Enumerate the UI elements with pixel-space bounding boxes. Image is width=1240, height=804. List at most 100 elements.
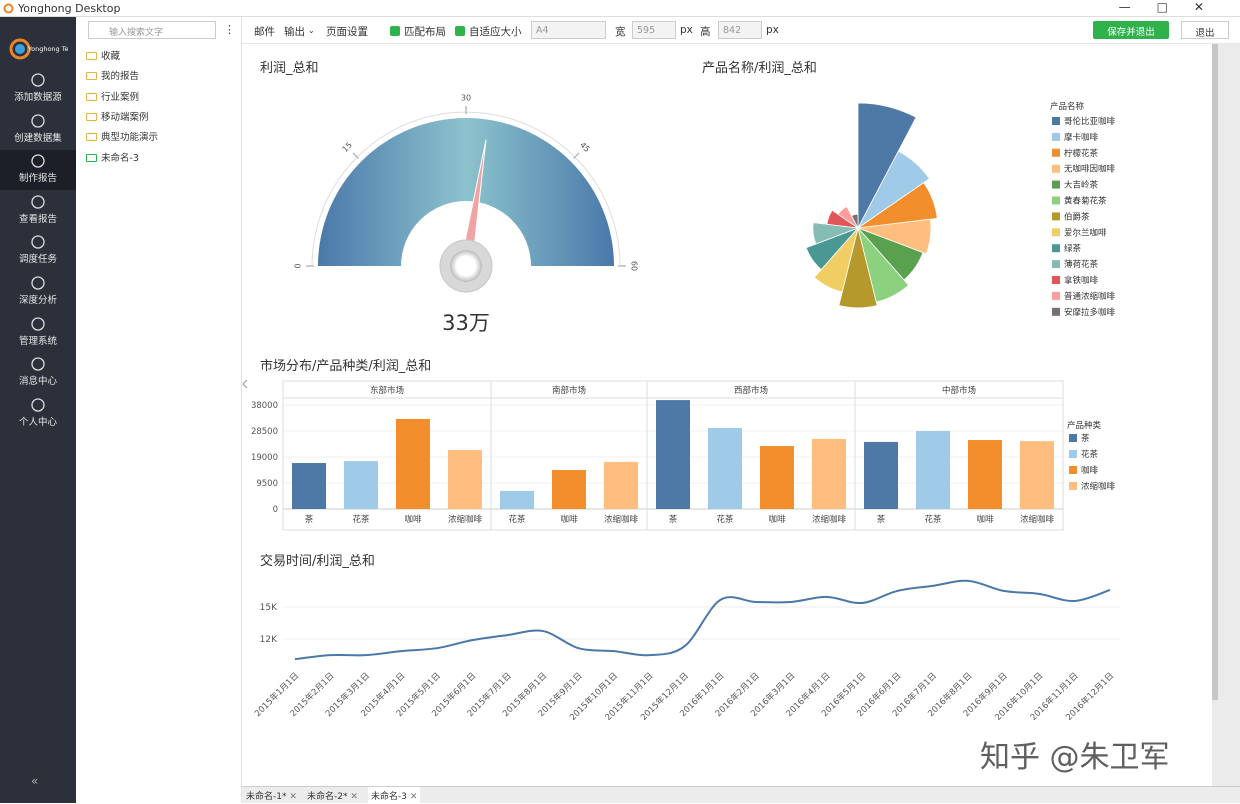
page-setup-button[interactable]: 页面设置	[326, 26, 368, 38]
height-label: 高	[700, 26, 711, 38]
x-tick-label: 咖啡	[560, 514, 578, 525]
legend-swatch	[1052, 212, 1060, 221]
legend-swatch	[1069, 482, 1077, 490]
tab[interactable]: 未命名-3 ✕	[368, 787, 421, 804]
legend-swatch	[1052, 276, 1060, 284]
legend-swatch	[1052, 307, 1060, 316]
x-tick-label: 咖啡	[404, 514, 422, 525]
legend-swatch	[1069, 450, 1077, 458]
panel-label: 中部市场	[942, 385, 976, 396]
side-item[interactable]: 创建数据集	[0, 110, 76, 150]
save-exit-button[interactable]: 保存并退出	[1093, 21, 1169, 39]
x-tick-label: 浓缩咖啡	[812, 514, 847, 525]
x-tick-label: 茶	[877, 514, 886, 525]
panel-label: 东部市场	[370, 385, 404, 396]
paper-value: A4	[536, 25, 549, 36]
legend-swatch	[1052, 228, 1060, 237]
fit-layout-checkbox[interactable]: 匹配布局	[390, 24, 446, 39]
side-item[interactable]: 消息中心	[0, 353, 76, 393]
legend-label: 安摩拉多咖啡	[1064, 307, 1116, 318]
tree-item[interactable]: 行业案例	[86, 89, 139, 103]
tab[interactable]: 未命名-2* ✕	[307, 789, 358, 802]
legend-title: 产品种类	[1067, 420, 1102, 431]
side-label: 个人中心	[18, 416, 57, 428]
legend-label: 大吉岭茶	[1064, 180, 1099, 191]
tab-close[interactable]: ✕	[347, 792, 358, 802]
legend-swatch	[1052, 164, 1060, 173]
gauge-tick	[572, 152, 580, 160]
line-series	[294, 579, 1111, 661]
side-label: 添加数据源	[14, 92, 62, 103]
legend-swatch	[1052, 291, 1060, 300]
tab-close[interactable]: ✕	[406, 792, 418, 802]
tree-item[interactable]: 未命名-3	[86, 150, 139, 164]
rose-slice	[857, 102, 917, 229]
panel-toggle[interactable]	[242, 379, 248, 389]
search-box[interactable]: 输入搜索文字	[88, 21, 216, 39]
window-controls[interactable]: —□✕	[1118, 0, 1230, 14]
app-icon	[3, 3, 14, 14]
bar	[448, 450, 482, 509]
scrollbar[interactable]	[1212, 44, 1218, 700]
tab-close[interactable]: ✕	[286, 792, 297, 802]
tab-label: 未命名-2*	[307, 792, 348, 802]
legend-swatch	[1052, 180, 1060, 189]
legend-label: 茶	[1081, 433, 1090, 444]
export-caret: ⌄	[308, 26, 315, 35]
collapse-button[interactable]: «	[31, 774, 39, 788]
side-item[interactable]: 管理系统	[0, 313, 76, 353]
width-label: 宽	[615, 26, 626, 38]
side-label: 消息中心	[18, 376, 57, 388]
side-label: 深度分析	[18, 295, 57, 306]
toolbar: 邮件 输出 ⌄ 页面设置 匹配布局 自适应大小 A4 宽 595 px 高 84…	[242, 17, 1240, 44]
legend-swatch	[1052, 196, 1060, 205]
x-tick-label: 茶	[305, 514, 314, 525]
y-tick-label: 12K	[260, 635, 278, 645]
y-tick-label: 19000	[251, 453, 278, 463]
more-button[interactable]: ⋮	[224, 23, 235, 36]
report-canvas: 利润_总和 0 15 30 45 60 33万 产品名称/利润_总和产品名称哥伦比亚咖啡摩卡咖…	[242, 60, 1120, 723]
side-item[interactable]: 查看报告	[0, 191, 76, 231]
side-item[interactable]: 制作报告	[0, 150, 76, 191]
plot-frame	[282, 380, 1064, 531]
watermark: 知乎 @朱卫军	[980, 740, 1170, 775]
x-tick-label: 花茶	[716, 514, 734, 525]
y-tick-label: 0	[273, 505, 278, 515]
tree-item[interactable]: 典型功能演示	[86, 129, 158, 143]
bar	[968, 440, 1002, 509]
side-item[interactable]: 深度分析	[0, 272, 76, 312]
x-tick-label: 咖啡	[976, 514, 994, 525]
tree-item[interactable]: 我的报告	[86, 68, 139, 82]
mail-button[interactable]: 邮件	[254, 26, 275, 38]
height-input[interactable]: 842	[718, 21, 762, 39]
width-input[interactable]: 595	[632, 21, 676, 39]
gauge-tick-label: 15	[340, 140, 354, 154]
bar	[864, 441, 898, 509]
rose-slice	[857, 182, 938, 229]
auto-size-label: 自适应大小	[469, 26, 522, 38]
tab[interactable]: 未命名-1* ✕	[246, 789, 297, 802]
sidebar: Yonghong Tech 添加数据源创建数据集制作报告查看报告调度任务深度分析…	[0, 17, 76, 803]
tree-item[interactable]: 收藏	[86, 48, 120, 62]
y-tick-label: 38000	[251, 401, 278, 411]
logo: Yonghong Tech	[9, 38, 68, 60]
export-button[interactable]: 输出	[284, 26, 305, 38]
tree-item[interactable]: 移动端案例	[86, 109, 149, 123]
paper-select[interactable]: A4	[531, 21, 606, 39]
exit-button[interactable]: 退出	[1181, 21, 1229, 39]
x-tick-label: 茶	[669, 514, 678, 525]
side-item[interactable]: 添加数据源	[0, 69, 76, 109]
height-value: 842	[723, 25, 742, 36]
y-tick-label: 9500	[256, 479, 278, 489]
auto-size-checkbox[interactable]: 自适应大小	[455, 24, 522, 39]
rose-slice	[826, 209, 859, 229]
legend-swatch	[1052, 148, 1060, 157]
side-label: 创建数据集	[14, 132, 62, 144]
bar	[604, 461, 638, 509]
chart-title: 交易时间/利润_总和	[260, 553, 375, 569]
x-tick-label: 花茶	[924, 514, 942, 525]
legend-swatch	[1069, 434, 1077, 442]
side-item[interactable]: 个人中心	[0, 394, 76, 434]
side-item[interactable]: 调度任务	[0, 231, 76, 271]
rose-slice	[813, 227, 859, 293]
